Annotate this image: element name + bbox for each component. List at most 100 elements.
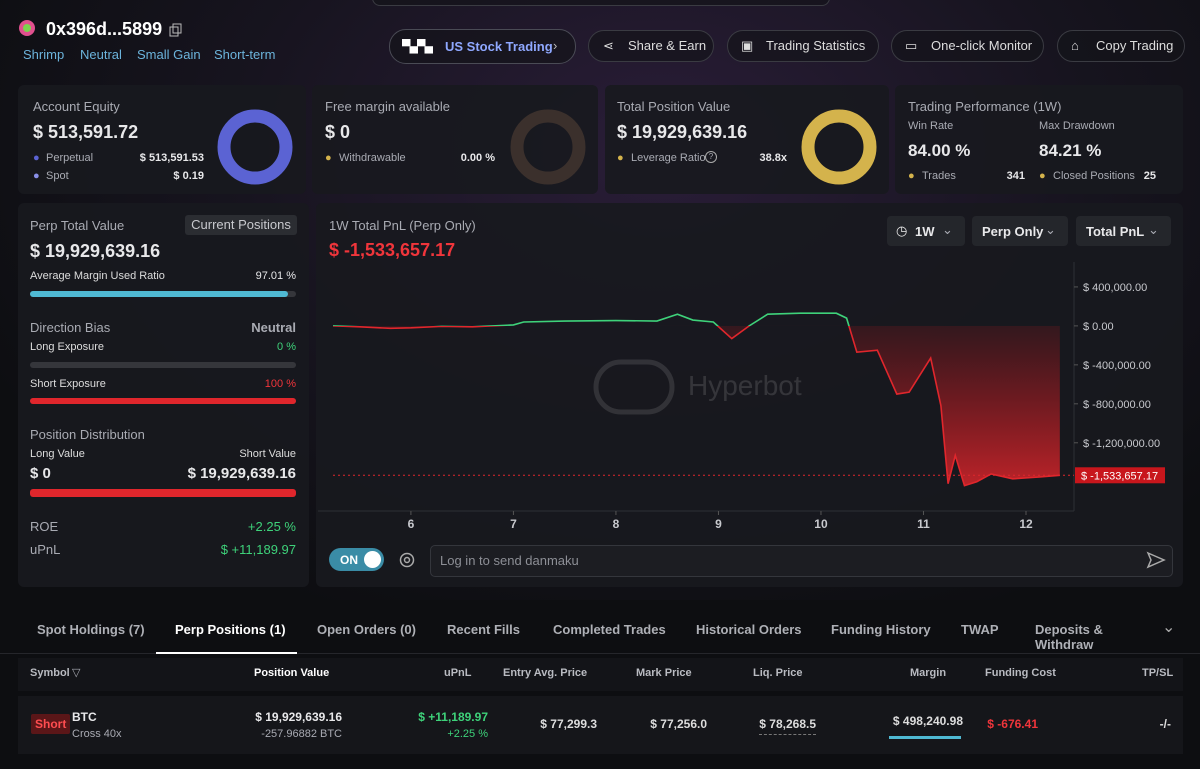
value: 0 % [277, 341, 296, 353]
label: uPnL [30, 542, 61, 557]
chevron: ⌄ [942, 222, 953, 237]
tab-active[interactable]: Perp Positions (1) [175, 622, 286, 637]
card-value: $ 513,591.72 [33, 122, 139, 142]
nav-button[interactable] [1057, 30, 1185, 62]
tab-divider [0, 653, 1200, 654]
send-icon[interactable] [1146, 550, 1166, 570]
nav-button[interactable] [727, 30, 879, 62]
copy-icon[interactable] [169, 23, 183, 37]
tab[interactable]: Deposits & Withdraw [1035, 622, 1103, 652]
dropdown-label[interactable]: 1W [915, 224, 935, 239]
dropdown[interactable] [887, 216, 965, 246]
tab[interactable]: Completed Trades [553, 622, 666, 637]
current-value-box [1075, 467, 1165, 484]
dropdown-label[interactable]: Perp Only [982, 224, 1044, 239]
table-row[interactable] [18, 696, 1183, 754]
row-label: Leverage Ratio [631, 152, 706, 164]
card-value: $ 19,929,639.16 [617, 122, 748, 142]
bullet: ● [908, 170, 915, 182]
x-tick-label: 7 [510, 517, 517, 530]
x-tick-label: 10 [814, 517, 828, 530]
bullet: ● [617, 152, 624, 164]
label: Direction Bias [30, 320, 111, 335]
chart-title: 1W Total PnL (Perp Only) [329, 218, 476, 233]
column-header[interactable]: uPnL [444, 667, 472, 679]
dropdown[interactable] [972, 216, 1068, 246]
bullet: ● [1039, 170, 1046, 182]
nav-label[interactable]: Share & Earn [628, 38, 707, 53]
current-positions-button[interactable]: Current Positions [185, 215, 297, 235]
x-tick-label: 8 [613, 517, 620, 530]
us-stock-button[interactable] [389, 29, 576, 64]
card-title: Trading Performance (1W) [908, 99, 1062, 114]
row-label: Perpetual [46, 152, 94, 164]
address[interactable]: 0x396d...5899 [46, 19, 163, 39]
label: Position Distribution [30, 427, 145, 442]
tab[interactable]: Historical Orders [696, 622, 802, 637]
danmaku-input[interactable] [430, 545, 1173, 577]
chevron: ⌄ [1148, 222, 1159, 237]
nav-label[interactable]: Trading Statistics [766, 38, 866, 53]
dropdown[interactable] [1076, 216, 1171, 246]
value: +2.25 % [247, 519, 296, 534]
table-header [18, 658, 1183, 691]
tab[interactable]: Recent Fills [447, 622, 520, 637]
y-tick-label: $ -400,000.00 [1083, 360, 1151, 372]
progress-track [30, 398, 296, 404]
x-tick-label: 6 [408, 517, 415, 530]
value: $ 19,929,639.16 [187, 465, 296, 482]
tab-underline [156, 652, 297, 654]
nav-label[interactable]: US Stock Trading [445, 39, 553, 54]
tab[interactable]: TWAP [961, 622, 999, 637]
stat-value: 84.00 % [908, 141, 971, 160]
donut-ring [510, 109, 586, 185]
row-label: Withdrawable [339, 152, 406, 164]
column-header[interactable]: Liq. Price [753, 667, 803, 679]
column-header[interactable]: Entry Avg. Price [503, 667, 588, 679]
filter-icon[interactable]: ▽ [72, 667, 81, 679]
stat-label: Trades [922, 170, 956, 182]
row-value: 38.8x [759, 152, 787, 164]
nav-label[interactable]: One-click Monitor [931, 38, 1033, 53]
chevron: ⌄ [1045, 222, 1056, 237]
side-badge: Short [31, 714, 71, 734]
value: $ +11,189.97 [220, 542, 296, 557]
row-value: $ 513,591.53 [139, 152, 204, 164]
progress-track [30, 291, 296, 297]
nav-label[interactable]: Copy Trading [1096, 38, 1174, 53]
avatar [19, 20, 35, 36]
help-icon[interactable]: ? [705, 151, 717, 163]
tab[interactable]: Spot Holdings (7) [37, 622, 145, 637]
y-tick-label: $ 400,000.00 [1083, 282, 1147, 294]
column-header[interactable]: Margin [910, 667, 947, 679]
nav-button[interactable] [588, 30, 714, 62]
settings-icon[interactable] [398, 551, 416, 569]
stat-label: Max Drawdown [1039, 120, 1115, 132]
avatar-dot [23, 24, 31, 32]
card-title: Account Equity [33, 99, 120, 114]
column-header[interactable]: Symbol [30, 667, 70, 679]
column-header[interactable]: Position Value [254, 667, 330, 679]
tag: Shrimp [23, 47, 65, 62]
tabs-expand[interactable]: ⌄ [1162, 619, 1176, 636]
toggle-label[interactable]: ON [340, 553, 358, 567]
column-header[interactable]: TP/SL [1142, 667, 1174, 679]
donut [510, 109, 586, 185]
row-value: 0.00 % [460, 152, 495, 164]
tab[interactable]: Funding History [831, 622, 931, 637]
nav-button[interactable] [891, 30, 1044, 62]
x-tick-label: 9 [715, 517, 722, 530]
value: 97.01 % [255, 270, 296, 282]
clock-icon: ◷ [896, 223, 908, 238]
column-header[interactable]: Mark Price [636, 667, 692, 679]
cell: $ 498,240.98 [892, 714, 963, 728]
cell: $ 77,256.0 [650, 717, 707, 731]
bullet: ● [325, 152, 332, 164]
perp-panel [18, 203, 309, 587]
card-title: Free margin available [325, 99, 451, 114]
column-header[interactable]: Funding Cost [985, 667, 1056, 679]
tab[interactable]: Open Orders (0) [317, 622, 416, 637]
watermark-logo [593, 359, 675, 415]
dropdown-label[interactable]: Total PnL [1086, 224, 1145, 239]
copy-shape [172, 23, 182, 34]
